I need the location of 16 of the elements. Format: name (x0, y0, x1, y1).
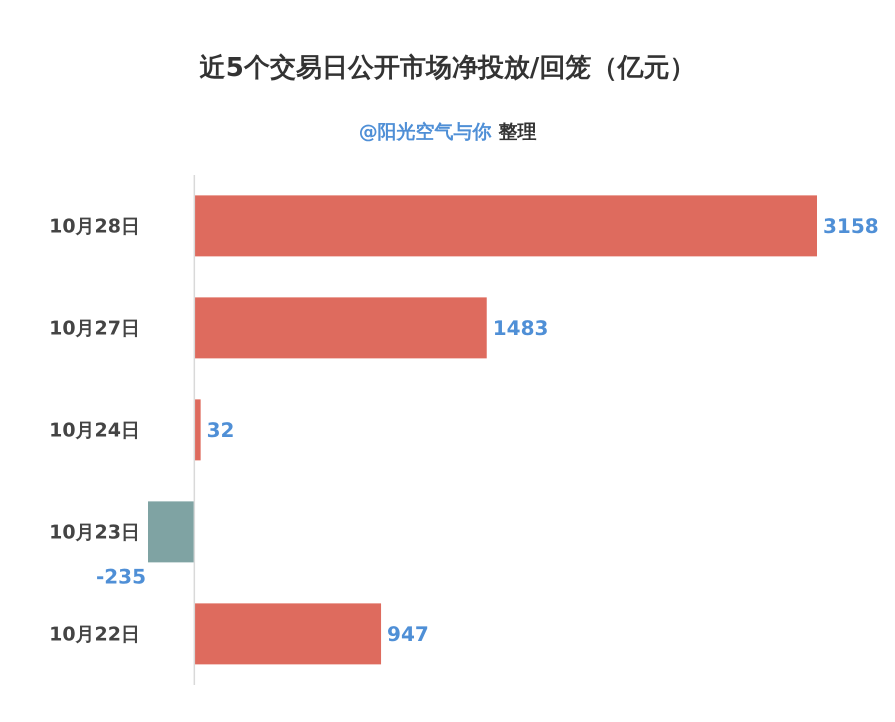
data-label: 947 (387, 622, 429, 646)
y-tick-label: 10月28日 (49, 216, 140, 238)
data-label: -235 (96, 564, 146, 588)
chart-title: 近5个交易日公开市场净投放/回笼（亿元） (198, 52, 696, 85)
bar (194, 195, 817, 256)
bar (194, 297, 487, 358)
y-tick-label: 10月24日 (49, 420, 140, 442)
data-label: 3158 (823, 214, 879, 238)
data-label: 1483 (492, 316, 548, 340)
bar (194, 603, 382, 664)
y-tick-label: 10月27日 (49, 318, 140, 340)
y-tick-label: 10月23日 (49, 522, 140, 544)
bar (148, 501, 194, 562)
chart-subtitle: @阳光空气与你 整理 (358, 121, 536, 143)
data-label: 32 (206, 418, 234, 442)
y-tick-label: 10月22日 (49, 624, 140, 646)
